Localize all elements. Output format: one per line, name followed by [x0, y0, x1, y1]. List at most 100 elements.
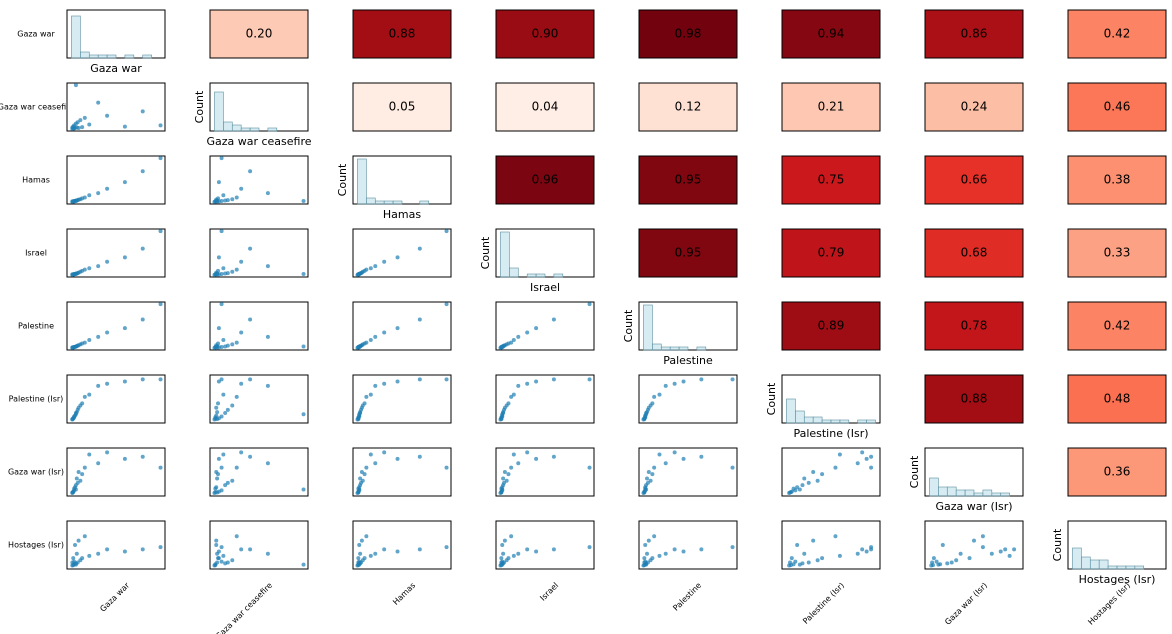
- scatter-point: [70, 417, 75, 422]
- scatter-point: [499, 560, 504, 565]
- scatter-point: [368, 266, 373, 271]
- scatter-point: [158, 465, 163, 470]
- scatter-point: [248, 317, 253, 322]
- scatter-point: [71, 556, 76, 561]
- scatter-point: [265, 264, 270, 269]
- correlation-label: 0.20: [246, 27, 273, 41]
- row-label: Palestine (Isr): [9, 395, 64, 404]
- scatter-point: [78, 478, 83, 483]
- hist-bar: [80, 51, 90, 59]
- correlation-label: 0.95: [675, 173, 702, 187]
- column-label: Israel: [538, 581, 560, 603]
- scatter-point: [234, 534, 239, 539]
- diag-y-label: Count: [479, 236, 492, 269]
- scatter-point: [967, 556, 972, 561]
- scatter-point: [998, 549, 1003, 554]
- scatter-point: [417, 454, 422, 459]
- scatter-point: [230, 403, 235, 408]
- scatter-point: [663, 551, 668, 556]
- scatter-point: [214, 538, 219, 543]
- row-label: Palestine: [18, 322, 54, 331]
- scatter-point: [358, 476, 363, 481]
- scatter-point: [699, 377, 704, 382]
- scatter-point: [216, 180, 221, 185]
- correlation-cell: [209, 9, 309, 59]
- scatter-point: [498, 563, 503, 568]
- row-label: Israel: [25, 249, 47, 258]
- scatter-point: [355, 417, 360, 422]
- scatter-point: [797, 487, 802, 492]
- scatter-point: [663, 383, 668, 388]
- correlation-label: 0.98: [675, 27, 702, 41]
- scatter-point: [417, 377, 422, 382]
- scatter-point: [506, 472, 511, 477]
- scatter-point: [87, 337, 92, 342]
- scatter-point: [301, 487, 306, 492]
- scatter-point: [1003, 547, 1008, 552]
- scatter-point: [860, 547, 865, 552]
- scatter-point: [788, 560, 793, 565]
- scatter-point: [230, 558, 235, 563]
- scatter-point: [382, 381, 387, 386]
- scatter-point: [525, 547, 530, 552]
- scatter-point: [417, 317, 422, 322]
- scatter-point: [516, 461, 521, 466]
- hist-bar: [857, 419, 867, 424]
- scatter-point: [806, 480, 811, 485]
- scatter-point: [212, 490, 217, 495]
- scatter-frame: [638, 447, 738, 497]
- scatter-point: [87, 193, 92, 198]
- hist-bar: [660, 346, 671, 351]
- hist-bar: [240, 127, 251, 132]
- scatter-point: [525, 330, 530, 335]
- scatter-point: [444, 465, 449, 470]
- scatter-point: [534, 549, 539, 554]
- hist-bar: [366, 197, 376, 205]
- scatter-point: [87, 266, 92, 271]
- correlation-cell: [495, 155, 595, 205]
- scatter-point: [855, 551, 860, 556]
- correlation-label: 0.21: [818, 100, 845, 114]
- scatter-point: [643, 543, 648, 547]
- scatter-point: [806, 560, 811, 565]
- scatter-point: [945, 561, 950, 566]
- hist-bar: [1125, 565, 1136, 570]
- scatter-point: [587, 302, 592, 307]
- scatter-point: [265, 383, 270, 388]
- scatter-point: [364, 394, 369, 399]
- scatter-point: [646, 538, 651, 543]
- scatter-point: [501, 551, 506, 556]
- hist-bar: [652, 343, 662, 351]
- scatter-point: [511, 553, 516, 558]
- hist-bar: [71, 15, 81, 59]
- scatter-point: [551, 317, 556, 322]
- scatter-point: [373, 383, 378, 388]
- scatter-point: [221, 392, 226, 397]
- hist-bar: [812, 416, 823, 424]
- scatter-point: [444, 545, 449, 550]
- hist-bar: [1089, 559, 1100, 570]
- scatter-point: [368, 337, 373, 342]
- scatter-point: [395, 379, 400, 384]
- hist-bar: [1072, 547, 1082, 570]
- correlation-cell: [1067, 447, 1167, 497]
- scatter-frame: [209, 520, 309, 570]
- scatter-point: [357, 543, 362, 547]
- scatter-point: [382, 259, 387, 264]
- scatter-point: [800, 483, 805, 488]
- scatter-point: [499, 556, 504, 561]
- scatter-point: [516, 551, 521, 556]
- scatter-point: [70, 490, 75, 495]
- scatter-point: [216, 456, 221, 461]
- scatter-point: [869, 465, 874, 470]
- hist-bar: [1081, 556, 1091, 570]
- scatter-point: [504, 478, 509, 483]
- scatter-point: [140, 109, 145, 114]
- scatter-point: [140, 377, 145, 382]
- scatter-point: [223, 410, 228, 415]
- scatter-point: [820, 472, 825, 477]
- scatter-point: [511, 452, 516, 457]
- hist-bar: [982, 489, 993, 497]
- correlation-label: 0.36: [1104, 465, 1131, 479]
- scatter-point: [657, 553, 662, 558]
